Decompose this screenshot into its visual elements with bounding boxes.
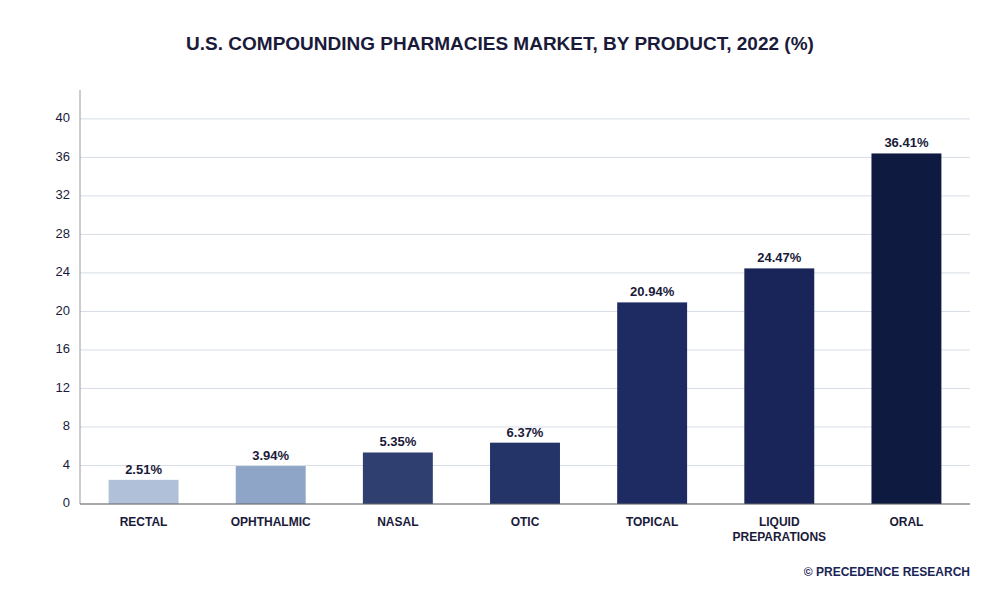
bar [490, 443, 560, 504]
y-tick-label: 12 [56, 380, 70, 395]
bar [109, 480, 179, 504]
bar [236, 466, 306, 504]
x-tick-label: TOPICAL [626, 515, 678, 529]
data-label: 20.94% [630, 284, 675, 299]
x-tick-label: ORAL [889, 515, 923, 529]
y-tick-label: 8 [63, 418, 70, 433]
chart-title: U.S. COMPOUNDING PHARMACIES MARKET, BY P… [186, 33, 814, 54]
x-tick-label-line: TOPICAL [626, 515, 678, 529]
bar [363, 452, 433, 504]
y-tick-label: 20 [56, 303, 70, 318]
chart-svg: U.S. COMPOUNDING PHARMACIES MARKET, BY P… [0, 0, 1000, 594]
grid-line [80, 504, 970, 505]
y-tick-label: 4 [63, 457, 70, 472]
x-tick-label-line: LIQUID [759, 515, 800, 529]
grid-line [80, 388, 970, 389]
y-tick-label: 28 [56, 226, 70, 241]
bar [871, 153, 941, 504]
grid-line [80, 234, 970, 235]
y-tick-label: 24 [56, 264, 70, 279]
y-axis-line [80, 90, 81, 504]
x-tick-label: RECTAL [120, 515, 168, 529]
chart-container: U.S. COMPOUNDING PHARMACIES MARKET, BY P… [0, 0, 1000, 594]
data-label: 24.47% [757, 250, 802, 265]
x-tick-label-line: ORAL [889, 515, 923, 529]
data-label: 5.35% [379, 434, 416, 449]
data-label: 6.37% [507, 425, 544, 440]
x-axis-line [80, 504, 970, 505]
x-tick-label: OTIC [511, 515, 540, 529]
bar [744, 268, 814, 504]
data-label: 2.51% [125, 462, 162, 477]
x-tick-label-line: OTIC [511, 515, 540, 529]
x-tick-label-line: PREPARATIONS [733, 530, 827, 544]
y-tick-label: 16 [56, 341, 70, 356]
x-tick-label: OPHTHALMIC [231, 515, 311, 529]
x-tick-label-line: RECTAL [120, 515, 168, 529]
y-grid: 0 4 8 12 16 20 24 28 32 36 40 [56, 110, 970, 510]
data-label: 36.41% [884, 135, 929, 150]
grid-line [80, 311, 970, 312]
bars [109, 153, 942, 504]
data-labels: 2.51% 3.94% 5.35% 6.37% 20.94% 24.47% 36.41% [125, 135, 929, 476]
grid-line [80, 118, 970, 119]
x-tick-label-line: NASAL [377, 515, 418, 529]
bar [617, 302, 687, 504]
grid-line [80, 195, 970, 196]
y-tick-label: 36 [56, 149, 70, 164]
x-tick-labels: RECTAL OPHTHALMIC NASAL OTIC TOPICAL LIQUIDPR… [120, 515, 924, 544]
grid-line [80, 349, 970, 350]
grid-line [80, 157, 970, 158]
annotation: © PRECEDENCE RESEARCH [804, 565, 970, 579]
grid-line [80, 272, 970, 273]
y-tick-label: 40 [56, 110, 70, 125]
x-tick-label: LIQUIDPREPARATIONS [733, 515, 827, 544]
y-tick-label: 32 [56, 187, 70, 202]
y-tick-label: 0 [63, 495, 70, 510]
data-label: 3.94% [252, 448, 289, 463]
x-tick-label-line: OPHTHALMIC [231, 515, 311, 529]
x-tick-label: NASAL [377, 515, 418, 529]
